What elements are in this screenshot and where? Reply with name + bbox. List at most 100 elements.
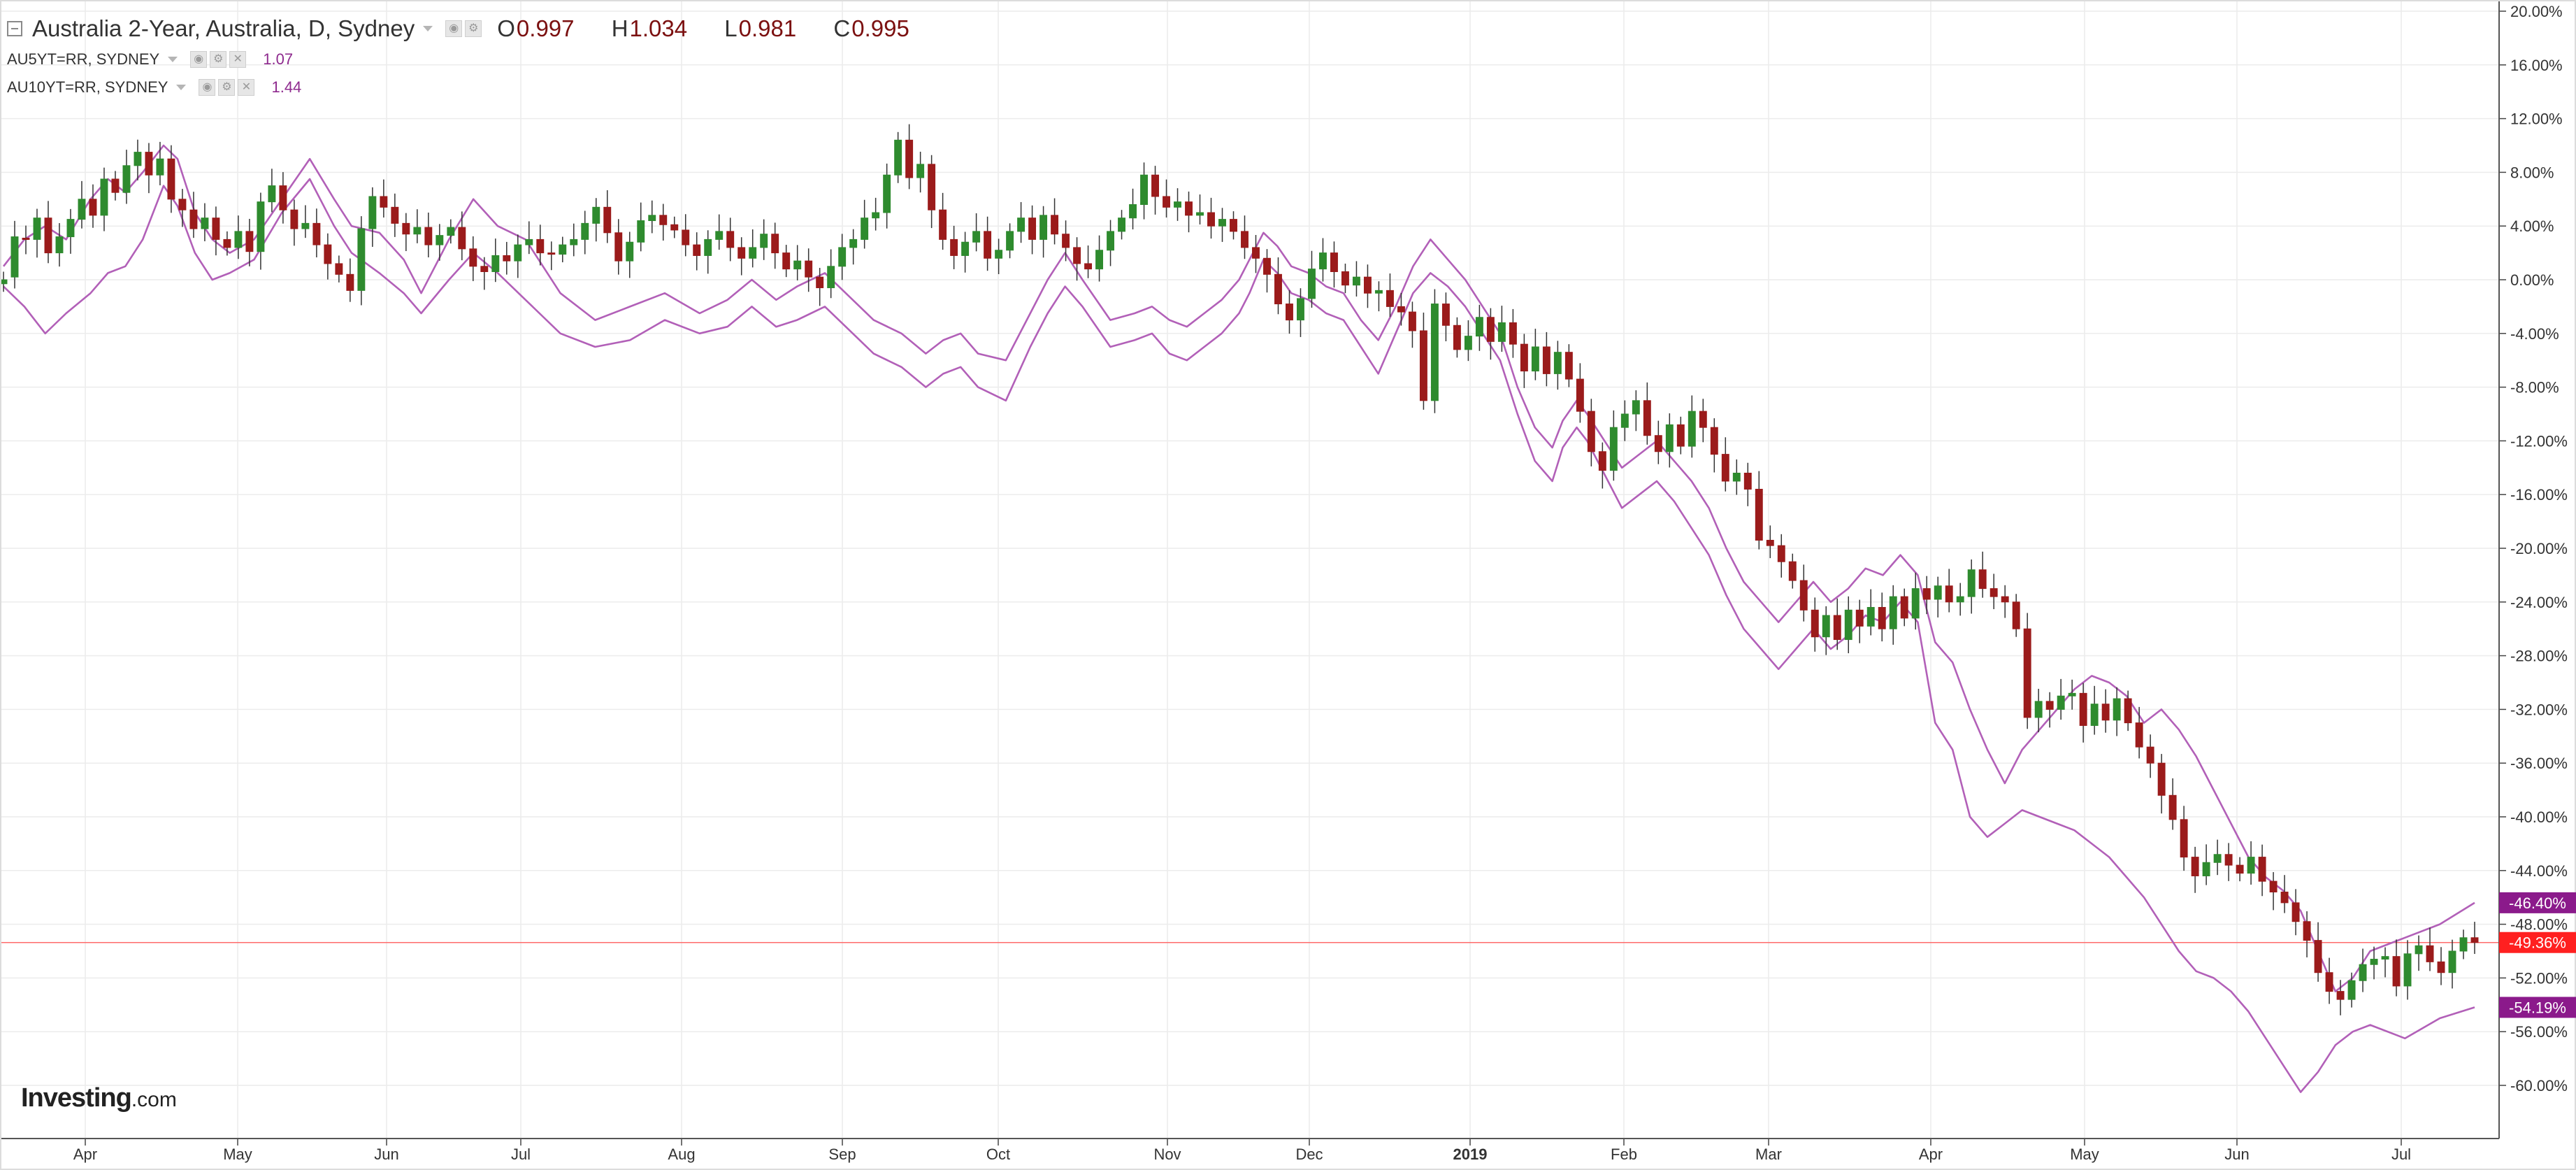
candle <box>1252 235 1260 273</box>
y-tick-label: -48.00% <box>2510 916 2568 934</box>
candle <box>1464 320 1472 362</box>
main-series-title[interactable]: Australia 2-Year, Australia, D, Sydney <box>32 15 415 41</box>
candle <box>1777 534 1785 578</box>
candle-body <box>984 231 992 259</box>
candle-body <box>279 185 287 211</box>
candle-body <box>1688 411 1696 447</box>
candle <box>614 219 623 275</box>
candle <box>1676 416 1685 455</box>
visibility-icon[interactable]: ◉ <box>445 20 463 37</box>
candle <box>514 234 522 278</box>
candle <box>1743 462 1752 506</box>
candle-body <box>1542 346 1550 374</box>
candle-body <box>357 228 366 291</box>
legend-compare-row-1: AU5YT=RR, SYDNEY ◉ ⚙ ✕ 1.07 <box>7 50 293 69</box>
candle <box>2023 613 2031 729</box>
candle <box>2191 846 2199 893</box>
candle-body <box>1934 585 1942 600</box>
gear-icon[interactable]: ⚙ <box>210 51 227 68</box>
candle <box>44 201 52 264</box>
candle <box>816 268 824 306</box>
candle <box>1174 188 1181 221</box>
candle <box>178 189 187 227</box>
candle-body <box>570 238 578 245</box>
candle <box>1218 208 1226 242</box>
candle-body <box>2291 902 2300 922</box>
x-tick-label: Sep <box>828 1146 856 1163</box>
candle <box>782 245 791 278</box>
value-tag: -49.36% <box>2499 932 2576 953</box>
visibility-icon[interactable]: ◉ <box>199 79 216 96</box>
candle-body <box>1486 317 1495 342</box>
candle <box>2303 911 2311 957</box>
candle <box>2213 839 2222 876</box>
candle <box>1084 245 1093 278</box>
candle <box>1352 261 1360 297</box>
candle <box>1922 576 1931 615</box>
visibility-icon[interactable]: ◉ <box>190 51 208 68</box>
compare-series-2-name[interactable]: AU10YT=RR, SYDNEY <box>7 78 168 96</box>
candle <box>984 216 992 271</box>
value-tag: -54.19% <box>2499 997 2576 1018</box>
candle-body <box>1051 215 1059 235</box>
x-tick-label: Aug <box>668 1146 695 1163</box>
candle <box>279 172 287 224</box>
candle-body <box>1643 400 1651 436</box>
compare-series-1-name[interactable]: AU5YT=RR, SYDNEY <box>7 50 160 68</box>
candle-body <box>55 236 64 254</box>
candle <box>1732 459 1741 495</box>
candle-body <box>469 248 477 267</box>
collapse-legend-icon[interactable] <box>7 21 22 36</box>
candle-body <box>793 260 802 270</box>
candle <box>1911 572 1920 630</box>
candle-body <box>234 231 243 248</box>
gear-icon[interactable]: ⚙ <box>218 79 236 96</box>
value-tag-bg <box>2499 997 2576 1018</box>
y-tick-label: -56.00% <box>2510 1023 2568 1041</box>
candle-body <box>749 247 757 259</box>
candle <box>525 221 533 255</box>
candle <box>10 220 19 289</box>
x-tick-label: May <box>223 1146 252 1163</box>
candle <box>905 124 914 190</box>
candle <box>1062 220 1070 262</box>
chevron-down-icon[interactable] <box>423 26 433 31</box>
candle-body <box>2325 972 2333 992</box>
chart-grid <box>0 0 2499 1139</box>
candle <box>78 180 86 229</box>
chevron-down-icon[interactable] <box>176 85 187 90</box>
gear-icon[interactable]: ⚙ <box>465 20 482 37</box>
candle <box>637 202 645 252</box>
close-icon[interactable]: ✕ <box>238 79 255 96</box>
candle <box>1531 329 1539 380</box>
candle <box>156 141 164 185</box>
candle <box>1441 292 1450 341</box>
candle <box>1900 588 1908 627</box>
candle <box>2415 935 2423 971</box>
candle <box>312 208 321 257</box>
candle <box>458 211 466 261</box>
candle <box>547 241 556 271</box>
candle-body <box>2079 692 2087 726</box>
candle <box>2470 922 2479 955</box>
y-tick-label: 16.00% <box>2510 57 2563 74</box>
candle <box>111 171 120 201</box>
candle <box>2336 980 2345 1015</box>
chevron-down-icon[interactable] <box>168 57 178 62</box>
x-tick-label: Apr <box>73 1146 97 1163</box>
candle <box>346 258 354 302</box>
candle <box>145 143 153 194</box>
candle <box>1230 211 1237 240</box>
candle <box>1286 290 1293 334</box>
candle-body <box>2001 596 2009 603</box>
candle-body <box>592 206 600 224</box>
candle-body <box>1822 615 1830 638</box>
candle <box>1129 188 1137 229</box>
candle-body <box>1710 427 1718 455</box>
candle-body <box>1766 539 1774 546</box>
candle <box>592 198 600 242</box>
candle-body <box>1911 588 1920 619</box>
candle <box>961 231 970 273</box>
close-icon[interactable]: ✕ <box>229 51 247 68</box>
